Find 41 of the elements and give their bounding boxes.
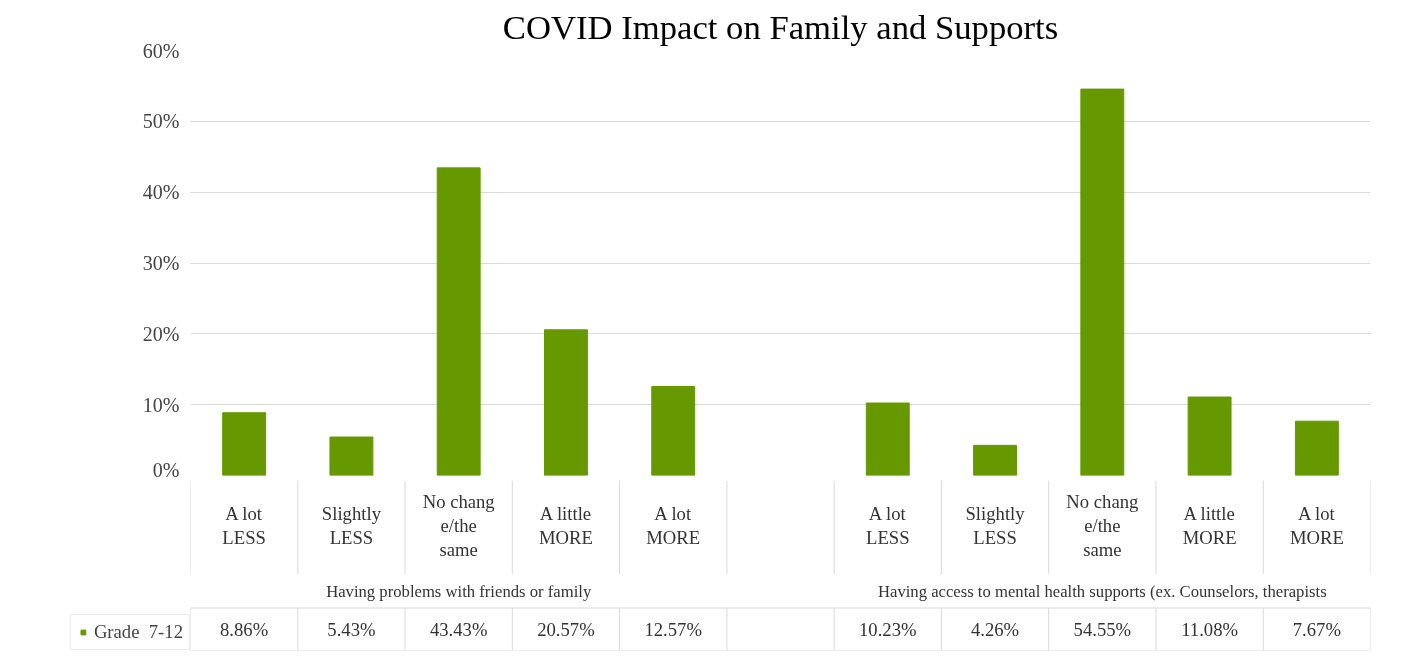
x-tick-label: A lot LESS	[222, 503, 266, 549]
bar	[865, 402, 910, 476]
data-label: 4.26%	[970, 619, 1020, 641]
data-label: 54.55%	[1073, 619, 1132, 641]
data-label: 5.43%	[327, 619, 376, 641]
x-tick-label: A lot LESS	[866, 503, 910, 549]
text: Having access to mental health supports (ex. Counselors, therapists	[877, 581, 1327, 601]
chart-title: COVID Impact on Family and Supports	[502, 7, 1059, 46]
data-label: 43.43%	[429, 619, 488, 641]
bar	[544, 329, 588, 476]
y-tick-label: 40%	[142, 181, 180, 204]
bar	[436, 167, 481, 476]
x-tick-label: Slightly LESS	[965, 503, 1026, 549]
bar	[1294, 420, 1339, 476]
data-label: 8.86%	[220, 619, 269, 641]
bar	[973, 444, 1017, 476]
x-tick-label: A lot MORE	[646, 503, 701, 549]
y-tick-label: 0%	[152, 458, 180, 481]
data-label: 12.57%	[644, 619, 702, 641]
y-tick-label: 60%	[142, 39, 180, 62]
data-label: 10.23%	[859, 619, 917, 641]
data-label: 7.67%	[1292, 619, 1341, 641]
x-tick-label: No change/the same	[1066, 491, 1139, 561]
y-tick-label: 10%	[142, 393, 180, 416]
y-tick-label: 30%	[142, 252, 180, 274]
x-tick-label: A little MORE	[539, 503, 593, 549]
bar	[1187, 396, 1232, 476]
legend-label: Grade 7-12	[93, 621, 183, 643]
bar	[1080, 88, 1125, 476]
x-tick-label: Slightly LESS	[321, 503, 382, 549]
data-label: 20.57%	[537, 619, 595, 641]
bar	[222, 412, 267, 476]
x-tick-label: A little MORE	[1182, 503, 1237, 549]
x-tick-label: A lot MORE	[1289, 503, 1344, 549]
y-tick-label: 20%	[142, 322, 180, 345]
bar	[329, 436, 374, 476]
data-label: 11.08%	[1181, 619, 1239, 641]
bar	[651, 385, 696, 476]
y-tick-label: 50%	[142, 110, 180, 133]
text: Having problems with friends or family	[326, 581, 592, 601]
x-tick-label: No change/the same	[422, 491, 495, 561]
